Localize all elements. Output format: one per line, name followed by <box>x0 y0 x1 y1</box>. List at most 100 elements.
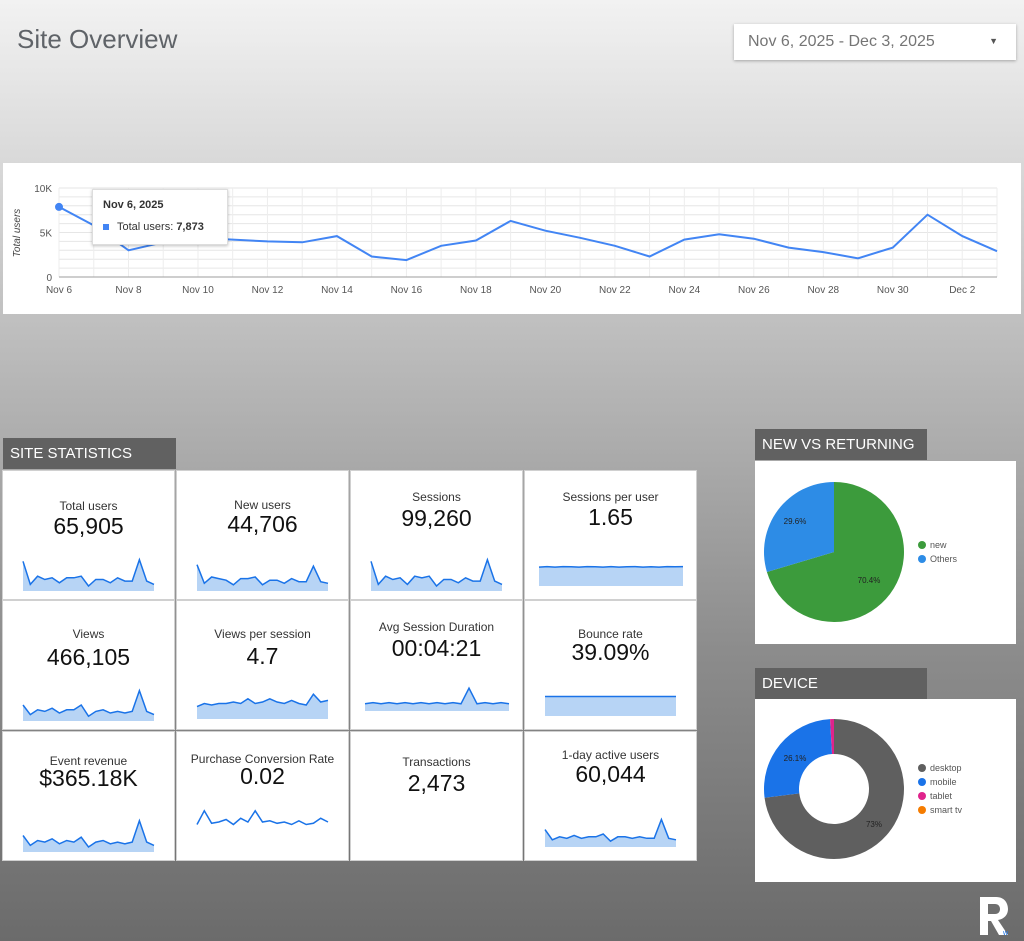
legend-swatch <box>918 541 926 549</box>
sparkline-line <box>544 817 677 843</box>
pie-slice-desktop[interactable] <box>764 719 904 859</box>
tooltip-value: 7,873 <box>176 221 204 233</box>
sparkline <box>196 809 329 826</box>
stat-card-value: 00:04:21 <box>391 635 482 661</box>
date-range-picker[interactable]: Nov 6, 2025 - Dec 3, 2025 ▼ <box>734 24 1016 60</box>
sparkline <box>196 692 329 719</box>
stat-card-value: 0.02 <box>240 763 285 789</box>
highlighted-data-point[interactable] <box>55 202 63 211</box>
x-tick-label: Nov 8 <box>115 285 142 296</box>
device-donut-chart[interactable]: 73% desktop 26.1% mobile tablet smart tv <box>755 699 1016 882</box>
stat-card-label: Transactions <box>402 755 471 769</box>
stat-card-value: 39.09% <box>571 639 650 665</box>
stat-card[interactable]: Transactions 2,473 <box>350 731 523 861</box>
x-tick-label: Nov 28 <box>807 285 839 296</box>
series-color-marker <box>103 224 109 231</box>
sparkline-area <box>23 559 154 591</box>
y-tick-label: 5K <box>40 229 53 240</box>
stat-card-label: Sessions <box>412 490 461 504</box>
sparkline <box>196 564 329 591</box>
stat-card[interactable]: Avg Session Duration 00:04:21 <box>350 600 523 730</box>
sparkline <box>22 818 155 852</box>
stat-card-label: Sessions per user <box>562 490 659 504</box>
x-tick-label: Dec 2 <box>949 285 976 296</box>
stat-card-label: Bounce rate <box>578 627 643 641</box>
sparkline-area <box>197 564 328 591</box>
pie-slice-mobile[interactable] <box>764 719 833 798</box>
sparkline-line <box>196 809 329 826</box>
stat-card-label: New users <box>234 498 291 512</box>
stat-card-value: 65,905 <box>53 513 124 539</box>
sparkline-line <box>538 565 684 568</box>
legend-label: smart tv <box>930 805 963 815</box>
pie-slice-new[interactable] <box>766 482 904 622</box>
sparkline-area <box>23 690 154 721</box>
date-range-label: Nov 6, 2025 - Dec 3, 2025 <box>748 33 935 50</box>
slice-percent-label: 26.1% <box>784 754 807 763</box>
legend-label: desktop <box>930 763 962 773</box>
stat-card[interactable]: Bounce rate 39.09% <box>524 600 697 730</box>
stat-card[interactable]: Total users 65,905 <box>2 470 175 600</box>
stat-card-value: 2,473 <box>407 770 466 796</box>
y-tick-label: 10K <box>34 184 52 195</box>
site-statistics-grid: Total users 65,905 New users 44,706 Sessions… <box>2 470 698 861</box>
new-vs-returning-header: NEW VS RETURNING <box>755 429 927 460</box>
stat-card-value: 4.7 <box>246 643 279 669</box>
sparkline-area <box>365 688 509 711</box>
total-users-line-chart[interactable]: 10K 5K 0 Total users Nov 6 Nov 8 Nov 10 Nov 12 N… <box>3 163 1021 314</box>
sparkline <box>370 557 503 591</box>
sparkline <box>545 695 676 716</box>
chevron-down-icon: ▼ <box>989 36 998 46</box>
stat-card[interactable]: Purchase Conversion Rate 0.02 <box>176 731 349 861</box>
donut-svg: 73% desktop 26.1% mobile tablet smart tv <box>764 719 963 859</box>
stat-card[interactable]: Event revenue $365.18K <box>2 731 175 861</box>
stat-card-label: Purchase Conversion Rate <box>190 752 335 766</box>
sparkline <box>538 565 684 586</box>
stat-card-value: 1.65 <box>588 504 633 530</box>
tooltip-label: Total users: <box>117 221 174 233</box>
x-tick-label: Nov 30 <box>877 285 909 296</box>
device-header: DEVICE <box>755 668 927 699</box>
stat-card-label: Views <box>72 627 105 641</box>
x-tick-label: Nov 16 <box>391 285 423 296</box>
sparkline-line <box>370 557 503 588</box>
x-tick-label: Nov 10 <box>182 285 214 296</box>
stat-card[interactable]: 1-day active users 60,044 <box>524 731 697 861</box>
legend-swatch <box>918 555 926 563</box>
stat-card[interactable]: New users 44,706 <box>176 470 349 600</box>
sparkline-line <box>196 564 329 586</box>
stat-card-value: 60,044 <box>575 761 646 787</box>
x-tick-label: Nov 14 <box>321 285 353 296</box>
sparkline-area <box>371 559 502 591</box>
stat-card-value: 466,105 <box>46 644 131 670</box>
y-axis-label: Total users <box>12 209 23 258</box>
pie-slice-tablet[interactable] <box>830 719 834 755</box>
stat-card-value: 99,260 <box>401 505 472 531</box>
slice-percent-label: 70.4% <box>858 576 881 585</box>
brand-logo-icon: w <box>980 897 1009 937</box>
new-vs-returning-pie-chart[interactable]: 70.4% new 29.6% Others <box>755 461 1016 644</box>
x-tick-label: Nov 18 <box>460 285 492 296</box>
x-tick-label: Nov 26 <box>738 285 770 296</box>
x-tick-label: Nov 24 <box>668 285 700 296</box>
legend-swatch <box>918 806 926 814</box>
legend-swatch <box>918 764 926 772</box>
slice-percent-label: 29.6% <box>784 517 807 526</box>
stat-card-label: Views per session <box>214 627 311 641</box>
legend-label: Others <box>930 554 958 564</box>
x-tick-label: Nov 6 <box>46 285 73 296</box>
stat-card[interactable]: Sessions 99,260 <box>350 470 523 600</box>
stat-card-value: 44,706 <box>227 511 298 537</box>
pie-slice-others[interactable] <box>764 482 834 572</box>
stat-card[interactable]: Views per session 4.7 <box>176 600 349 730</box>
stat-card-label: 1-day active users <box>561 748 660 762</box>
stat-card-label: Event revenue <box>49 754 128 768</box>
stat-card[interactable]: Views 466,105 <box>2 600 175 730</box>
stat-card-label: Avg Session Duration <box>378 620 495 634</box>
stat-card-value: $365.18K <box>39 765 138 791</box>
sparkline-line <box>22 557 155 588</box>
sparkline <box>544 817 677 847</box>
stat-card[interactable]: Sessions per user 1.65 <box>524 470 697 600</box>
y-tick-label: 0 <box>46 273 52 284</box>
slice-percent-label: 73% <box>866 820 882 829</box>
